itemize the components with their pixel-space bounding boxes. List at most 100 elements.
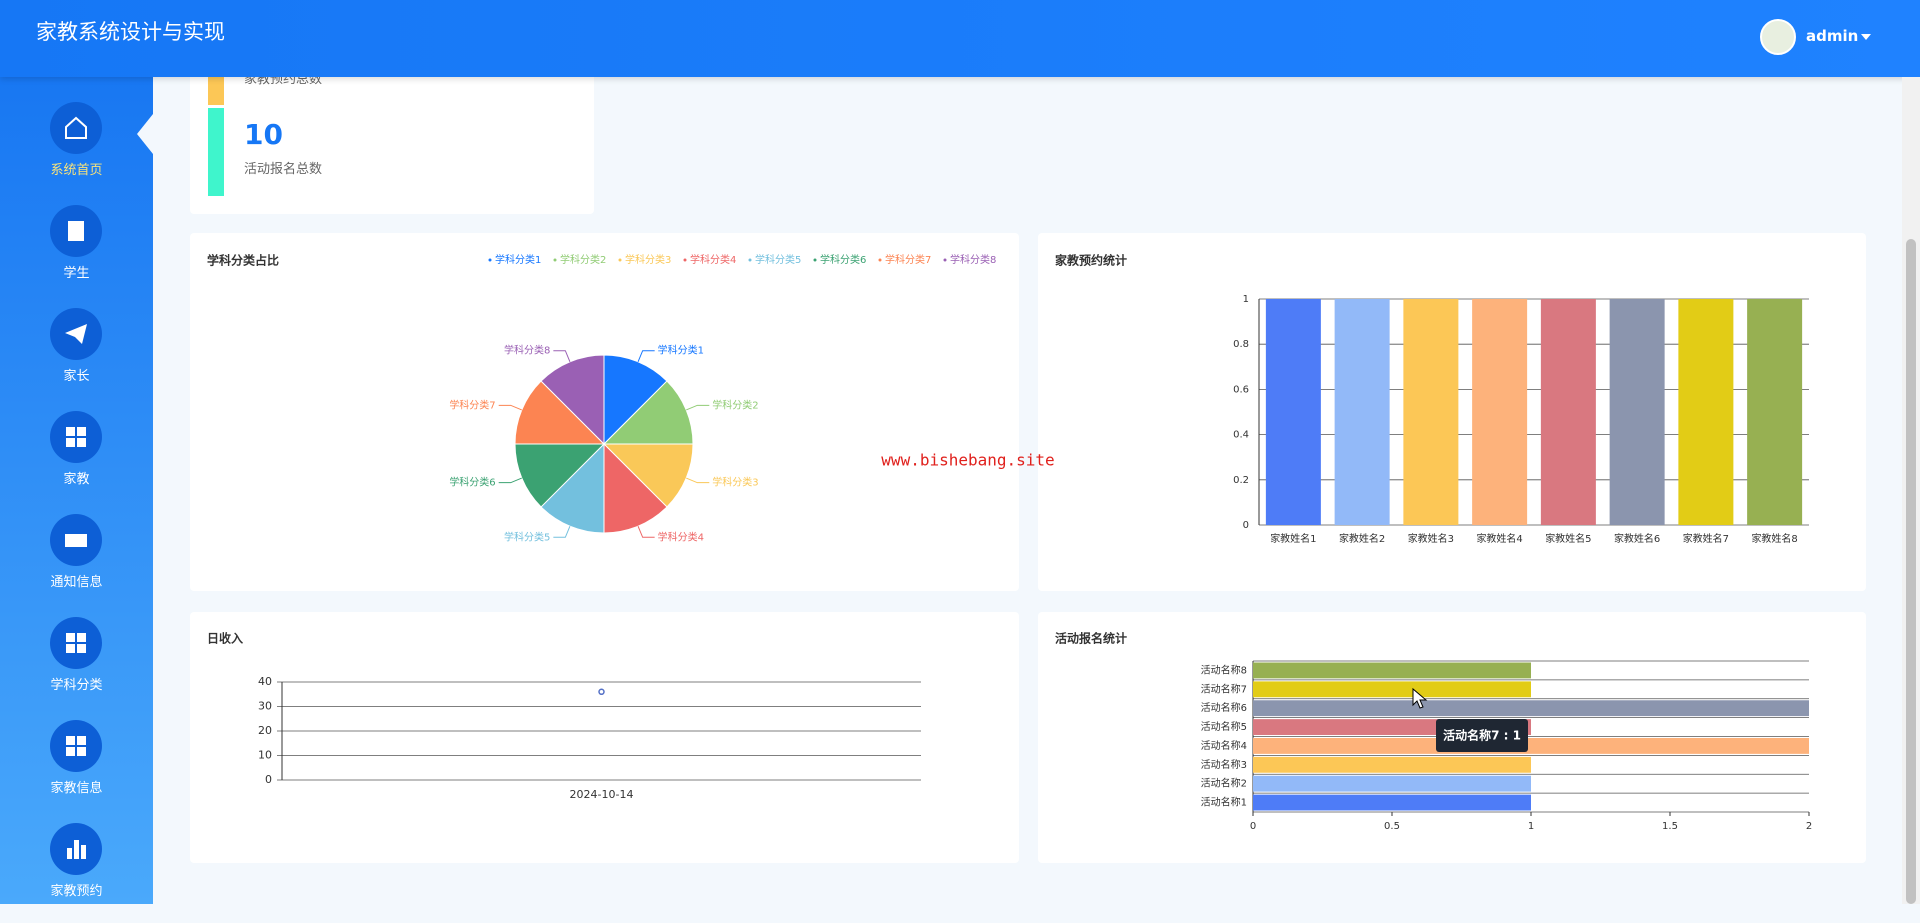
pie-slice [540, 354, 605, 446]
menu-label[interactable]: 家教 [63, 472, 90, 487]
y-tick-label: 10 [258, 749, 272, 762]
watermark: www.bishebang.site [881, 451, 1054, 470]
user-name[interactable]: admin [1806, 27, 1859, 45]
tooltip-box [1436, 719, 1528, 752]
y-tick-label: 0.6 [1233, 384, 1249, 395]
y-tick-label: 0.8 [1233, 339, 1249, 350]
menu-item[interactable]: 家教预约 [0, 823, 153, 923]
menu-label[interactable]: 系统首页 [50, 163, 103, 178]
legend-dot [618, 258, 622, 262]
label-line [498, 404, 522, 411]
chart-title: 学科分类占比 [207, 253, 279, 268]
x-tick-label: 1.5 [1662, 821, 1678, 832]
user-caret[interactable] [1861, 34, 1871, 40]
label-line [637, 526, 655, 538]
active-notch [137, 114, 153, 154]
bar [1253, 756, 1531, 773]
legend-label: 学科分类7 [885, 253, 931, 266]
y-tick-label: 活动名称2 [1201, 777, 1247, 790]
x-tick-label: 家教姓名7 [1683, 532, 1729, 545]
x-tick-label: 2024-10-14 [570, 788, 634, 801]
menu-label[interactable]: 学科分类 [50, 678, 103, 693]
menu-label[interactable]: 通知信息 [50, 575, 103, 590]
slice-label: 学科分类6 [449, 476, 495, 489]
legend-dot [943, 258, 947, 262]
bar [1253, 775, 1531, 792]
y-tick-label: 20 [258, 724, 272, 737]
slice-label: 学科分类7 [449, 398, 495, 411]
page: 家教系统设计与实现 admin 系统首页 学生 家长 家教 通知信息 学科分类 … [0, 0, 1920, 904]
legend-label: 学科分类6 [820, 253, 866, 266]
x-tick-label: 家教姓名5 [1545, 532, 1591, 545]
pie-slice [602, 380, 694, 445]
y-tick-label: 0.4 [1233, 430, 1249, 441]
slice-label: 学科分类8 [504, 344, 550, 357]
chart-title: 日收入 [207, 631, 243, 646]
y-tick-label: 活动名称1 [1201, 796, 1247, 809]
menu-label[interactable]: 家教预约 [50, 884, 103, 899]
x-tick-label: 家教姓名1 [1270, 532, 1316, 545]
menu-item[interactable]: 通知信息 [0, 514, 153, 614]
legend-label: 学科分类1 [495, 253, 541, 266]
y-tick-label: 活动名称5 [1201, 720, 1247, 733]
bar [1253, 700, 1809, 717]
legend-label: 学科分类3 [625, 253, 671, 266]
stat-label: 活动报名总数 [244, 162, 323, 177]
menu-item[interactable]: 学生 [0, 205, 153, 305]
menu-item[interactable]: 系统首页 [0, 102, 153, 202]
y-tick-label: 1 [1243, 294, 1249, 305]
scrollbar[interactable] [1902, 77, 1920, 904]
charts-layer: www.bishebang.site 学科分类占比学科分类1学科分类1学科分类2… [207, 253, 1812, 833]
slice-label: 学科分类4 [658, 530, 704, 543]
tooltip: 活动名称7 : 1 [1443, 728, 1521, 743]
bar [1253, 681, 1531, 698]
legend-label: 学科分类4 [690, 253, 736, 266]
chart-title: 活动报名统计 [1055, 631, 1127, 646]
pie-slice [540, 442, 605, 534]
y-tick-label: 0.2 [1233, 475, 1249, 486]
chart-card [190, 612, 1019, 863]
slice-label: 学科分类2 [712, 398, 758, 411]
scroll-thumb[interactable] [1906, 239, 1916, 904]
legend-dot [878, 258, 882, 262]
legend-label: 学科分类2 [560, 253, 606, 266]
bar [1253, 738, 1809, 754]
avatar[interactable] [1760, 19, 1796, 55]
stat-bar [208, 75, 224, 105]
menu-item[interactable]: 家教信息 [0, 720, 153, 820]
bar [1253, 662, 1531, 679]
x-tick-label: 家教姓名4 [1476, 532, 1522, 545]
menu-item[interactable]: 家教 [0, 411, 153, 511]
cursor [1412, 687, 1428, 709]
app-title: 家教系统设计与实现 [36, 20, 225, 44]
menu-label[interactable]: 学生 [63, 266, 90, 281]
menu-label[interactable]: 家长 [63, 369, 90, 384]
sidebar: 系统首页 学生 家长 家教 通知信息 学科分类 家教信息 家教预约 [0, 77, 153, 904]
x-tick-label: 家教姓名3 [1408, 532, 1454, 545]
pie-slice [602, 443, 694, 508]
menu-item[interactable]: 家长 [0, 308, 153, 408]
header: 家教系统设计与实现 admin [0, 0, 1920, 77]
label-line [637, 350, 655, 362]
y-tick-label: 0 [1243, 520, 1249, 531]
label-line [553, 526, 571, 538]
y-tick-label: 活动名称3 [1201, 758, 1247, 771]
label-line [498, 477, 522, 484]
y-tick-label: 0 [265, 773, 272, 786]
bar [1609, 299, 1665, 525]
point [598, 688, 605, 696]
bar [1747, 299, 1803, 525]
x-tick-label: 0 [1250, 821, 1256, 832]
menu-label[interactable]: 家教信息 [50, 781, 103, 796]
stat-bar [208, 108, 224, 196]
stat-value: 10 [244, 118, 283, 151]
legend-dot [553, 258, 557, 262]
x-tick-label: 1 [1528, 821, 1534, 832]
y-tick-label: 40 [258, 675, 272, 688]
bar [1253, 794, 1531, 811]
menu-item[interactable]: 学科分类 [0, 617, 153, 717]
legend-dot [748, 258, 752, 262]
bar [1265, 299, 1321, 525]
legend-dot [813, 258, 817, 262]
slice-label: 学科分类5 [504, 530, 550, 543]
